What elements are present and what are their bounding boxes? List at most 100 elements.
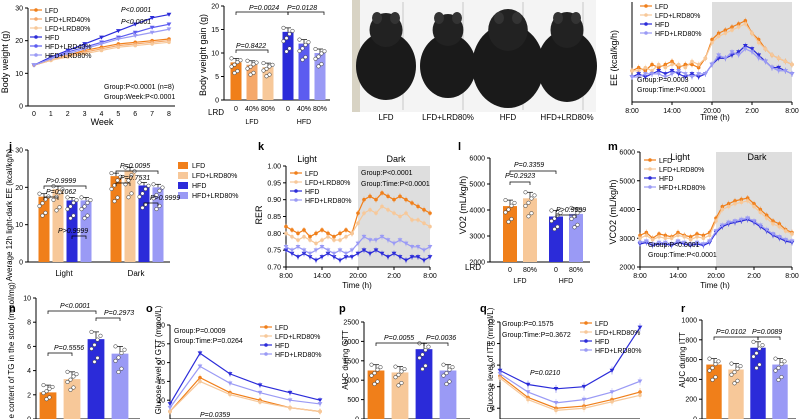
data-point: [258, 400, 262, 404]
replicate-dot: [60, 187, 65, 192]
x-tick-label: 1: [49, 111, 53, 118]
replicate-dot: [378, 365, 383, 370]
panel-j-label: j: [8, 141, 12, 153]
data-point: [31, 63, 37, 68]
bw-annot-4: Group:Week:P<0.0001: [104, 94, 175, 101]
mouse-ear: [512, 12, 522, 24]
y-tick-label: 20: [15, 185, 23, 192]
ee-time-plot: 8:00 14:00 20:00 2:00 8:00: [625, 2, 799, 115]
panel-o-plot: 10 15 20 25 30: [157, 323, 323, 419]
replicate-dot: [754, 365, 759, 371]
data-point: [166, 27, 172, 32]
data-point: [770, 232, 776, 237]
data-point: [368, 207, 372, 212]
replicate-dot: [572, 225, 577, 230]
data-point: [289, 251, 295, 256]
mouse-head: [488, 9, 528, 51]
o-annot-2: Group:Time:P=0.0264: [174, 338, 243, 345]
bw-annot-1: P<0.0001: [121, 7, 151, 14]
category-label: 0: [508, 267, 512, 274]
m-annot-1: Group:P<0.0001: [648, 242, 700, 249]
bar: [728, 369, 744, 419]
data-point: [681, 240, 687, 245]
data-point: [650, 68, 654, 73]
replicate-dot: [235, 69, 240, 74]
replicate-dot: [441, 362, 446, 367]
data-point: [356, 211, 360, 215]
legend-label: HFD+LRD40%: [45, 44, 92, 51]
panel-o-label: o: [146, 303, 153, 315]
data-point: [355, 241, 361, 246]
replicate-dot: [426, 344, 431, 349]
legend-label: HFD: [45, 35, 59, 42]
data-point: [707, 233, 712, 238]
panel-q-label: q: [480, 303, 487, 315]
replicate-dot: [113, 358, 118, 363]
replicate-dot: [89, 329, 94, 334]
y-tick-label: 12: [487, 320, 495, 327]
panel-m: m 2000 3000 4000 5000 6000 8:00 14:00 20:00 2:00…: [608, 141, 799, 290]
replicate-dot: [40, 213, 45, 218]
y-tick-label: 0: [355, 417, 359, 419]
replicate-dot: [710, 365, 715, 370]
data-point: [675, 239, 681, 244]
data-point: [82, 51, 87, 56]
y-tick-label: 2000: [469, 260, 485, 267]
y-tick-label: 4000: [619, 207, 635, 214]
replicate-dot: [160, 185, 165, 190]
replicate-dot: [79, 207, 84, 212]
replicate-dot: [529, 196, 534, 201]
y-tick-label: 4: [27, 368, 31, 375]
data-point: [166, 22, 172, 27]
replicate-dot: [506, 219, 511, 224]
bar: [262, 67, 274, 100]
x-tick-label: 8:00: [625, 108, 639, 115]
replicate-dot: [37, 191, 42, 196]
y-tick-label: 0.95: [267, 180, 281, 187]
data-point: [362, 197, 366, 202]
replicate-dot: [503, 198, 508, 203]
replicate-dot: [47, 386, 52, 391]
n-annot-3: P=0.5556: [54, 345, 84, 352]
data-point: [790, 232, 794, 236]
category-label: 40%: [297, 106, 311, 113]
data-point: [65, 55, 70, 59]
legend-marker: [644, 22, 648, 26]
replicate-dot: [529, 211, 534, 216]
data-point: [776, 235, 782, 240]
data-point: [670, 59, 674, 64]
replicate-dot: [137, 194, 142, 199]
data-point: [332, 234, 336, 239]
y-tick-label: 10: [23, 296, 31, 303]
replicate-dot: [396, 372, 401, 377]
replicate-dot: [89, 346, 94, 351]
y-tick-label: 2000: [343, 339, 359, 346]
mouse-body: [356, 32, 416, 100]
legend-marker: [264, 325, 268, 329]
replicate-dot: [393, 364, 398, 369]
data-point: [636, 65, 641, 70]
replicate-dot: [251, 70, 256, 75]
y-tick-label: 3000: [469, 234, 485, 241]
legend-marker: [644, 13, 648, 17]
replicate-dot: [137, 180, 142, 185]
data-point: [99, 42, 104, 47]
y-tick-label: 0: [27, 417, 31, 419]
y-tick-label: 10: [15, 222, 23, 229]
bar: [138, 185, 150, 262]
bar: [110, 176, 122, 262]
significance-bracket: [95, 317, 121, 321]
data-point: [642, 75, 648, 80]
data-point: [720, 207, 725, 212]
panel-j-ylabel: Average 12h light-dark EE (kcal/kg/h): [5, 148, 14, 281]
ee-ylabel: EE (kcal/kg/h): [609, 30, 619, 86]
replicate-dot: [729, 372, 734, 377]
y-tick-label: 800: [685, 337, 697, 344]
panel-k-legend: LFD LFD+LRD80% HFD HFD+LRD80%: [290, 171, 352, 205]
data-point: [776, 56, 781, 61]
data-point: [637, 379, 643, 384]
replicate-dot: [532, 193, 537, 198]
data-point: [404, 197, 408, 202]
panel-r: r 0 200 400 600 800 1000 AUC during ITT P=0.0…: [678, 303, 796, 419]
